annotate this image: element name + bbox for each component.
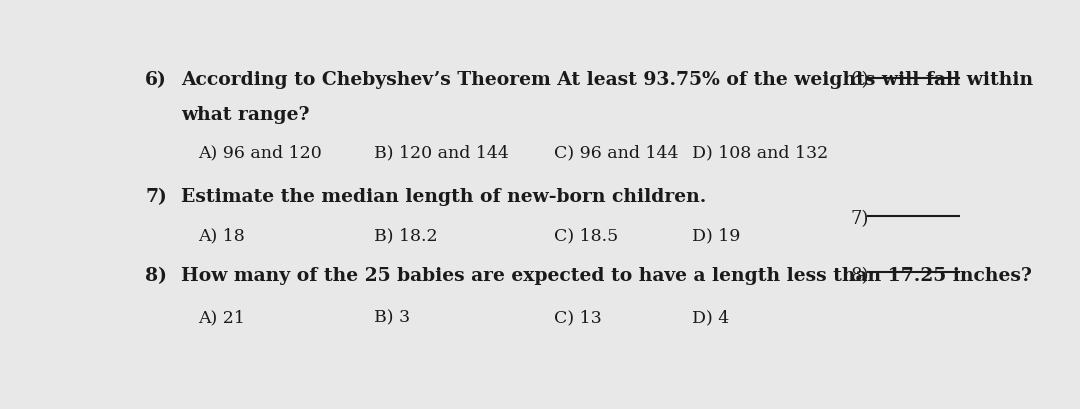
Text: According to Chebyshev’s Theorem At least 93.75% of the weights will fall within: According to Chebyshev’s Theorem At leas… — [181, 71, 1034, 89]
Text: 8): 8) — [851, 266, 869, 284]
Text: B) 3: B) 3 — [374, 309, 409, 326]
Text: How many of the 25 babies are expected to have a length less than 17.25 inches?: How many of the 25 babies are expected t… — [181, 266, 1031, 284]
Text: C) 18.5: C) 18.5 — [554, 227, 618, 244]
Text: 6): 6) — [145, 71, 166, 89]
Text: C) 96 and 144: C) 96 and 144 — [554, 144, 678, 160]
Text: D) 108 and 132: D) 108 and 132 — [691, 144, 828, 160]
Text: what range?: what range? — [181, 106, 310, 124]
Text: 6): 6) — [851, 71, 869, 89]
Text: D) 19: D) 19 — [691, 227, 740, 244]
Text: B) 18.2: B) 18.2 — [374, 227, 437, 244]
Text: 7): 7) — [145, 188, 166, 206]
Text: 7): 7) — [851, 210, 869, 228]
Text: A) 21: A) 21 — [198, 309, 245, 326]
Text: B) 120 and 144: B) 120 and 144 — [374, 144, 509, 160]
Text: Estimate the median length of new-born children.: Estimate the median length of new-born c… — [181, 188, 706, 206]
Text: C) 13: C) 13 — [554, 309, 602, 326]
Text: A) 18: A) 18 — [198, 227, 244, 244]
Text: D) 4: D) 4 — [691, 309, 729, 326]
Text: 8): 8) — [145, 266, 167, 284]
Text: A) 96 and 120: A) 96 and 120 — [198, 144, 322, 160]
